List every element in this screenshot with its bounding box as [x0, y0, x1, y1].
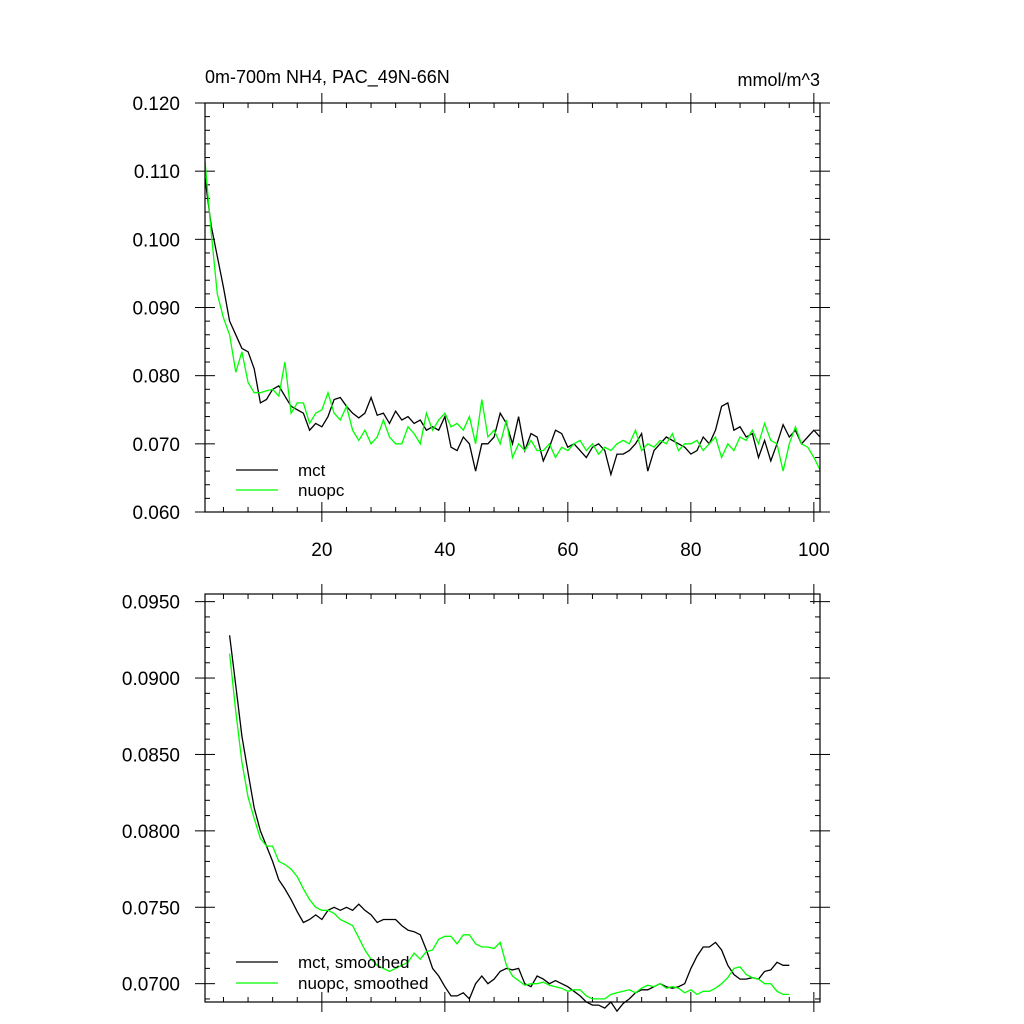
x-tick-label: 80	[680, 540, 701, 561]
panel-bottom: 0.0700 0.0750 0.0800 0.0850 0.0900 0.0950 mct…	[122, 584, 830, 1013]
y-tick-label: 0.0700	[122, 975, 180, 996]
x-tick-label: 100	[798, 540, 830, 561]
series-nuopc-smoothed-line	[228, 653, 790, 1000]
series-layer	[204, 160, 821, 477]
y-tick-label: 0.080	[132, 367, 180, 388]
y-tick-label: 0.0950	[122, 593, 180, 614]
x-tick-label: 60	[557, 540, 578, 561]
series-layer	[228, 635, 790, 1013]
x-tick-label: 20	[311, 540, 332, 561]
x-tick-label: 40	[434, 540, 455, 561]
y-tick-label: 0.110	[134, 162, 180, 183]
panel-top: 0m-700m NH4, PAC_49N-66N mmol/m^3 20 40 60…	[132, 67, 830, 561]
legend: mct, smoothed nuopc, smoothed	[236, 953, 428, 993]
units-label: mmol/m^3	[738, 70, 820, 90]
y-tick-label: 0.100	[132, 230, 180, 251]
y-tick-label: 0.0800	[122, 822, 180, 843]
series-mct-line	[204, 177, 821, 477]
legend-label-mct: mct	[298, 461, 326, 480]
y-tick-label: 0.060	[132, 503, 180, 524]
legend-label-mct-smoothed: mct, smoothed	[298, 953, 410, 972]
axis-ticks: 0.0700 0.0750 0.0800 0.0850 0.0900 0.0950	[122, 584, 830, 1012]
series-nuopc-line	[204, 160, 821, 472]
legend: mct nuopc	[236, 461, 345, 500]
y-tick-label: 0.0750	[122, 898, 180, 919]
plot-frame	[204, 593, 821, 1003]
y-tick-label: 0.120	[132, 94, 180, 115]
y-tick-label: 0.070	[132, 435, 180, 456]
legend-label-nuopc: nuopc	[298, 481, 345, 500]
y-tick-label: 0.090	[132, 299, 180, 320]
series-mct-smoothed-line	[228, 635, 790, 1013]
plot-frame	[204, 102, 821, 513]
y-tick-label: 0.0850	[122, 745, 180, 766]
chart-title: 0m-700m NH4, PAC_49N-66N	[205, 67, 450, 88]
legend-label-nuopc-smoothed: nuopc, smoothed	[298, 974, 428, 993]
axis-ticks: 20 40 60 80 100 0.060 0.070 0.080 0.090 0.100 0.11…	[132, 93, 830, 561]
y-tick-label: 0.0900	[122, 669, 180, 690]
